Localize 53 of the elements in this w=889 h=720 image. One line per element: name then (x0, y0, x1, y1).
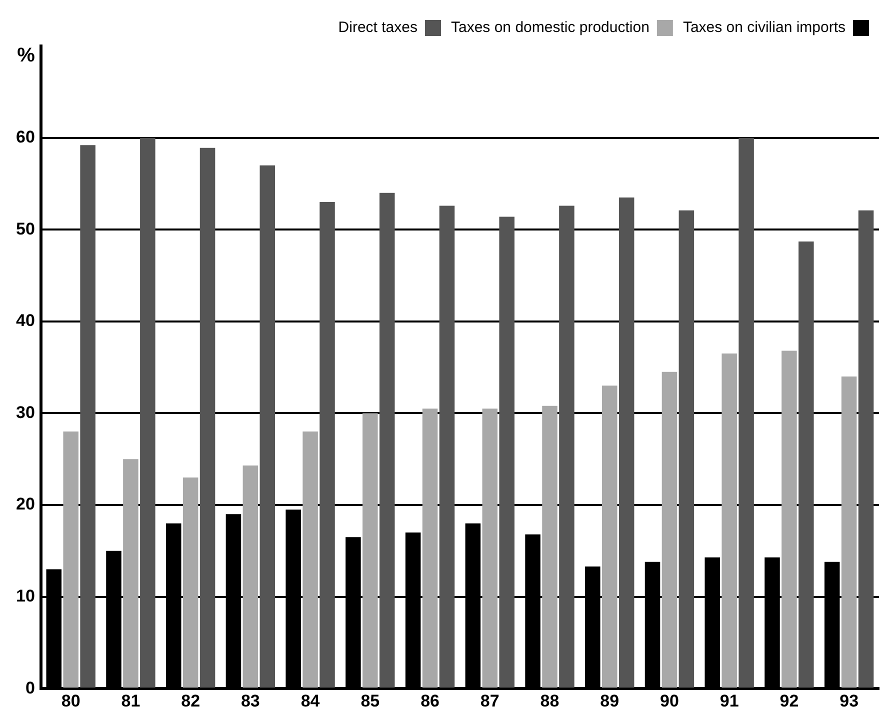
bar (422, 408, 438, 688)
bar (678, 210, 694, 688)
bar (482, 408, 498, 688)
y-tick-label: 0 (25, 678, 35, 698)
bar (260, 165, 276, 688)
x-tick-label: 91 (720, 691, 739, 710)
bar (782, 350, 797, 688)
y-tick-label: 50 (16, 219, 35, 238)
bar (602, 386, 618, 688)
y-tick-label: 30 (16, 402, 35, 422)
legend-label: Taxes on civilian imports (682, 19, 846, 36)
legend-label: Taxes on domestic production (450, 19, 650, 36)
x-tick-label: 83 (240, 691, 260, 710)
x-tick-label: 86 (420, 691, 440, 710)
bar (738, 138, 754, 688)
bar (542, 406, 558, 688)
bar (841, 376, 857, 688)
bar (200, 148, 216, 688)
y-tick-label: 60 (16, 127, 35, 146)
bar (182, 477, 198, 688)
bar (722, 354, 737, 688)
y-tick-label: 20 (16, 494, 35, 514)
bar (858, 210, 874, 688)
y-axis-title: % (17, 44, 36, 67)
bar (499, 216, 514, 688)
legend-label: Direct taxes (338, 19, 418, 36)
x-tick-label: 82 (181, 691, 200, 710)
y-tick-label: 10 (16, 586, 35, 606)
x-tick-label: 90 (660, 691, 679, 710)
y-tick-label: 40 (16, 311, 35, 330)
x-tick-label: 84 (300, 691, 320, 710)
x-tick-label: 85 (360, 691, 380, 710)
x-tick-label: 80 (61, 691, 80, 710)
x-tick-label: 81 (121, 691, 140, 710)
bar (140, 138, 156, 688)
bar (362, 413, 378, 688)
x-tick-label: 89 (600, 691, 620, 710)
bar (242, 466, 258, 688)
bar (559, 206, 574, 688)
bar (80, 145, 96, 688)
bar (618, 197, 634, 688)
bar (320, 202, 335, 688)
x-tick-label: 93 (840, 691, 859, 710)
bar (302, 432, 318, 688)
bar (123, 459, 138, 688)
x-tick-label: 88 (540, 691, 560, 710)
x-tick-label: 92 (780, 691, 799, 710)
bar (379, 192, 395, 688)
bar (63, 432, 78, 688)
bar (439, 206, 455, 688)
x-tick-label: 87 (480, 691, 500, 710)
bar (662, 372, 678, 688)
bar (798, 242, 814, 688)
